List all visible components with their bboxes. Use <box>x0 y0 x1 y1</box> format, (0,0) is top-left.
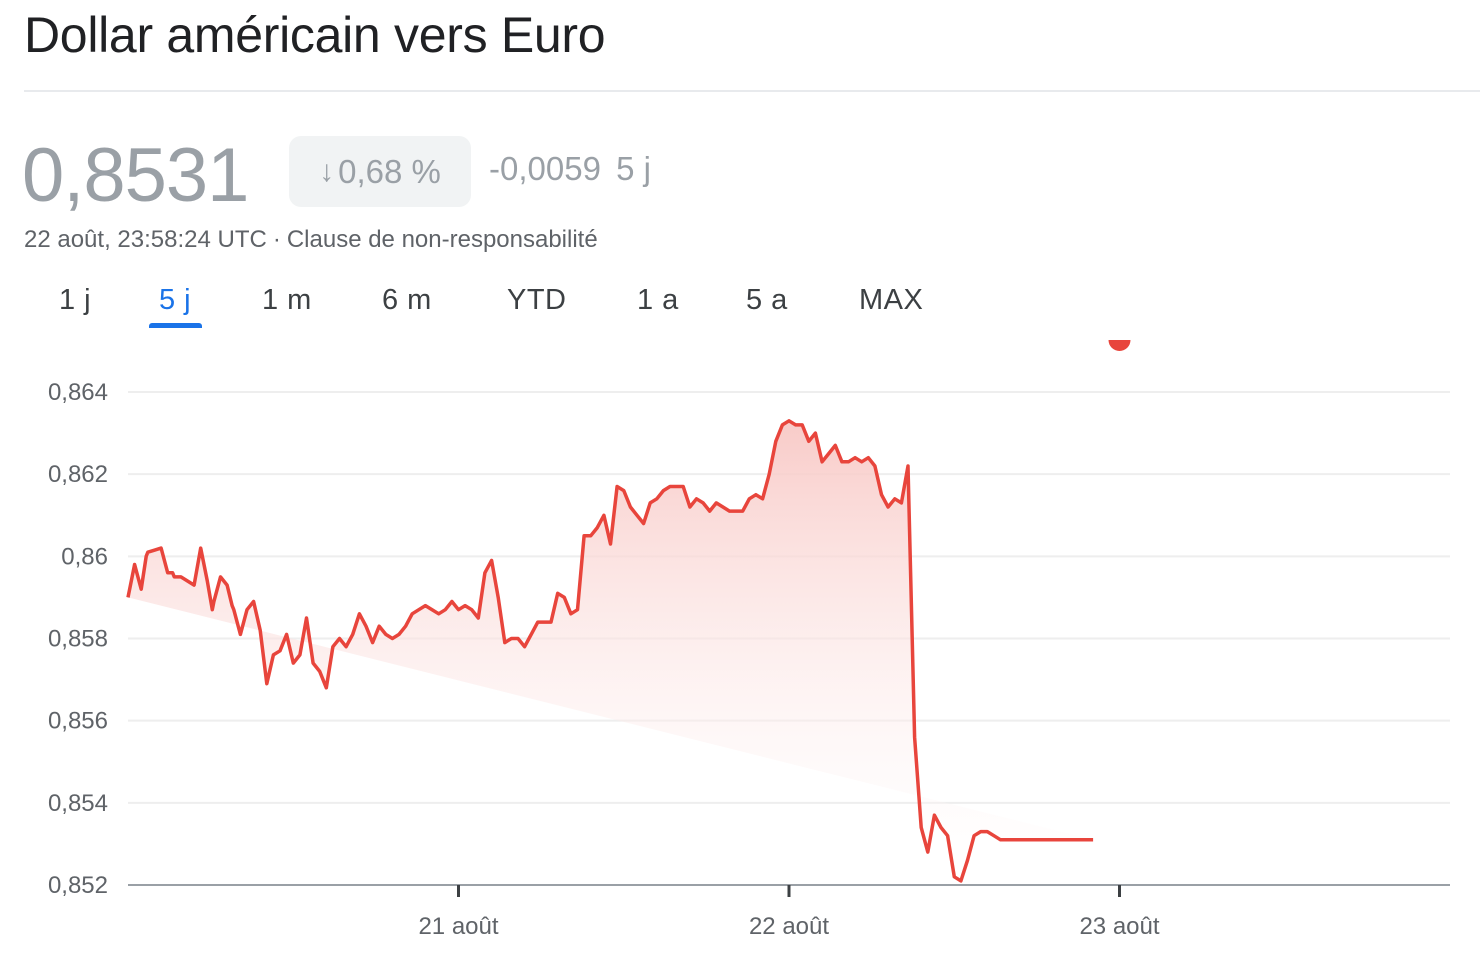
x-tick-label: 23 août <box>1079 913 1159 940</box>
tab-6-months[interactable]: 6 m <box>382 284 432 316</box>
tab-max[interactable]: MAX <box>859 284 924 316</box>
y-tick-label: 0,864 <box>48 379 108 406</box>
x-tick-label: 21 août <box>418 913 498 940</box>
exchange-rate-chart[interactable]: 0,852 0,854 0,856 0,858 0,86 0,862 0,864 21 aoû… <box>0 340 1480 960</box>
quote-timestamp: 22 août, 23:58:24 UTC <box>24 226 267 253</box>
tab-ytd[interactable]: YTD <box>507 284 567 316</box>
page-title: Dollar américain vers Euro <box>24 7 606 63</box>
change-percent-badge: ↓ 0,68 % <box>289 136 471 207</box>
series-area <box>128 420 1094 881</box>
tab-1-year[interactable]: 1 a <box>637 284 679 316</box>
tab-5-years[interactable]: 5 a <box>746 284 788 316</box>
time-range-tabs: 1 j 5 j 1 m 6 m YTD 1 a 5 a MAX <box>0 280 1480 332</box>
active-tab-indicator <box>149 323 202 328</box>
change-absolute: -0,0059 5 j <box>489 150 651 188</box>
y-tick-label: 0,862 <box>48 461 108 488</box>
tab-1-month[interactable]: 1 m <box>262 284 312 316</box>
y-tick-label: 0,86 <box>61 543 108 570</box>
y-tick-label: 0,856 <box>48 708 108 735</box>
header-divider <box>24 90 1480 92</box>
change-period: 5 j <box>616 150 651 187</box>
current-price: 0,8531 <box>22 133 249 218</box>
change-percent-value: 0,68 % <box>338 152 441 190</box>
meta-separator: · <box>272 226 281 253</box>
y-tick-label: 0,858 <box>48 626 108 653</box>
tab-5-days[interactable]: 5 j <box>159 284 192 316</box>
series-line <box>126 419 1094 883</box>
y-tick-label: 0,852 <box>48 872 108 899</box>
y-tick-label: 0,854 <box>48 790 108 817</box>
disclaimer-link[interactable]: Clause de non-responsabilité <box>286 226 598 253</box>
quote-meta: 22 août, 23:58:24 UTC · Clause de non-resp… <box>24 226 598 254</box>
arrow-down-icon: ↓ <box>319 154 335 188</box>
change-absolute-value: -0,0059 <box>489 150 601 187</box>
x-tick-label: 22 août <box>749 913 829 940</box>
tab-1-day[interactable]: 1 j <box>59 284 92 316</box>
last-value-marker <box>1108 340 1131 351</box>
